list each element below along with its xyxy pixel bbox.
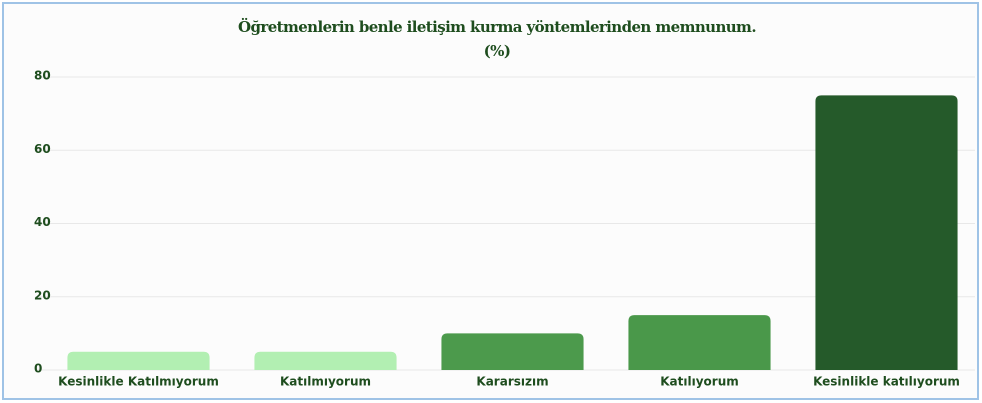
x-tick-label: Kararsızım [476,375,548,389]
y-tick-label: 20 [34,288,51,302]
chart-subtitle: (%) [484,42,511,60]
x-tick-label: Kesinlikle katılıyorum [813,375,960,389]
y-tick-label: 40 [34,215,51,229]
x-tick-label: Kesinlikle Katılmıyorum [58,375,219,389]
x-tick-label: Katılmıyorum [280,375,371,389]
bar [254,351,397,370]
bar [441,333,584,370]
y-tick-label: 80 [34,69,51,83]
bar [67,351,210,370]
bar [628,315,771,370]
chart-title: Öğretmenlerin benle iletişim kurma yönte… [238,17,756,36]
bar [815,95,958,370]
y-tick-label: 0 [34,362,42,376]
y-tick-label: 60 [34,142,51,156]
x-tick-label: Katılıyorum [660,375,739,389]
